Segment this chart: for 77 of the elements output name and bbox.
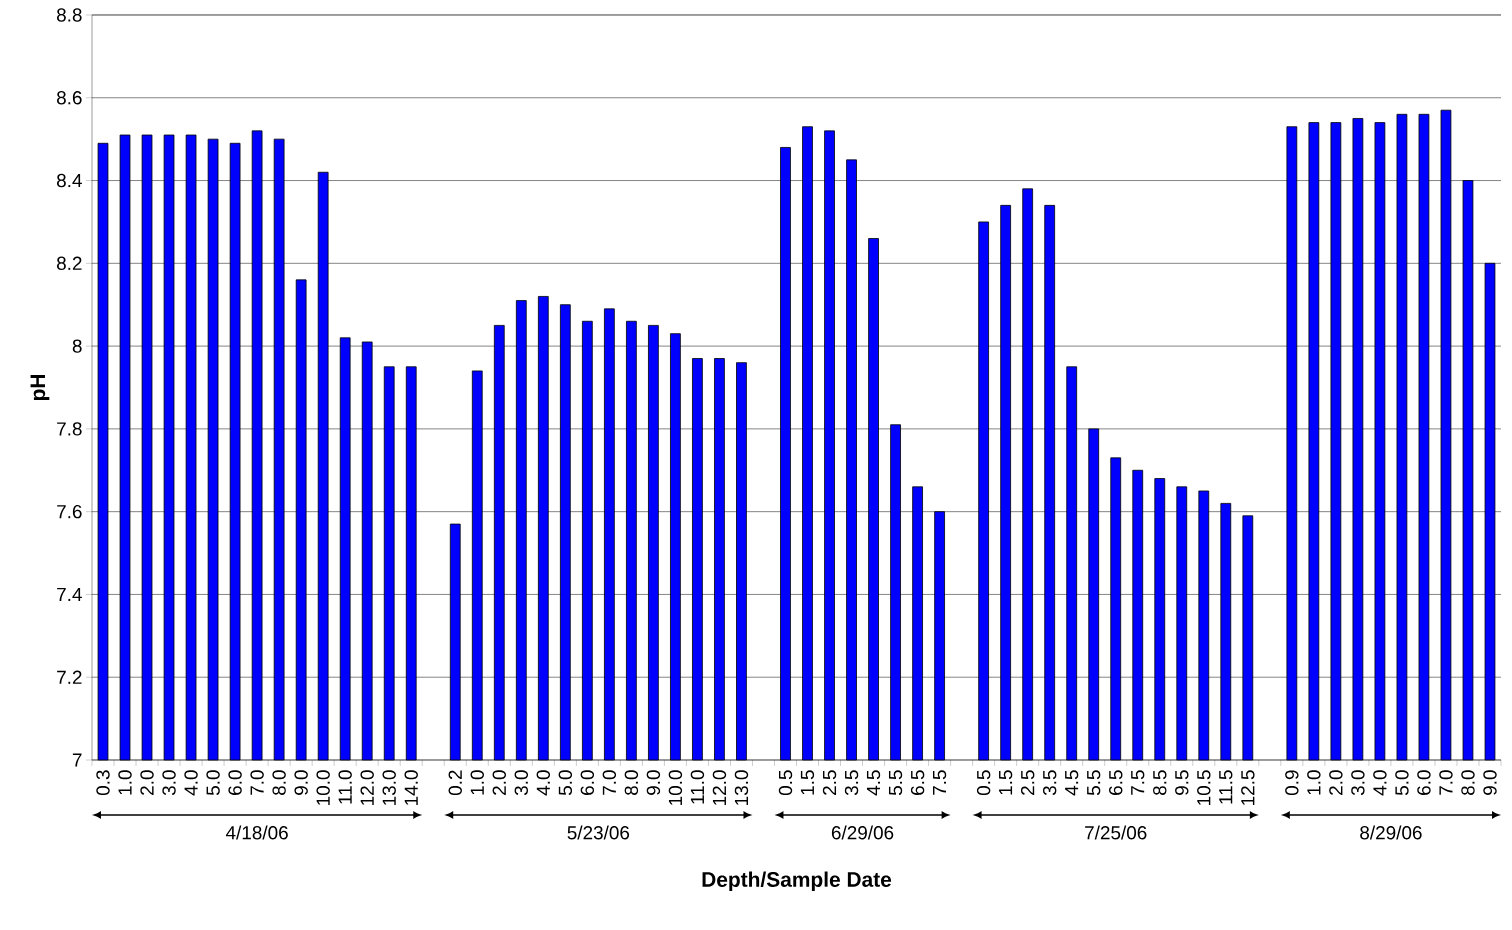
x-tick-label: 7.5 xyxy=(1131,770,1145,795)
x-tick-label: 8.5 xyxy=(1153,770,1167,795)
x-tick-label: 10.0 xyxy=(316,770,330,805)
x-tick-label: 14.0 xyxy=(404,770,418,805)
x-tick-label: 11.0 xyxy=(690,770,705,804)
x-tick-label: 13.0 xyxy=(382,770,396,805)
x-tick-label: 1.0 xyxy=(470,770,484,795)
x-tick-label: 6.0 xyxy=(228,770,242,795)
x-tick-label: 3.0 xyxy=(162,770,176,796)
x-tick-label: 3.0 xyxy=(514,770,529,796)
x-tick-label: 4.0 xyxy=(184,770,198,796)
x-tick-label: 1.0 xyxy=(118,770,132,795)
text: 8/29/06 xyxy=(1360,825,1422,840)
y-tick-label: 7.4 xyxy=(57,587,82,601)
x-tick-label: 6.0 xyxy=(1417,770,1431,795)
x-tick-label: 4.0 xyxy=(536,770,551,796)
x-axis-title: Depth/Sample Date xyxy=(702,871,892,892)
x-tick-label: 3.5 xyxy=(844,770,859,796)
x-tick-label: 10.5 xyxy=(1197,770,1211,805)
y-tick-label: 8.6 xyxy=(56,91,82,105)
x-tick-label: 2.5 xyxy=(822,770,837,795)
x-tick-label: 6.5 xyxy=(1109,770,1123,795)
x-tick-label: 5.0 xyxy=(206,770,220,796)
x-tick-label: 10.0 xyxy=(668,770,683,805)
x-tick-label: 3.0 xyxy=(1351,770,1365,796)
x-tick-label: 6.5 xyxy=(910,770,925,795)
x-tick-label: 1.5 xyxy=(800,770,815,795)
y-tick-label: 8 xyxy=(72,339,82,353)
y-tick-label: 7.2 xyxy=(57,670,82,684)
text: 4/18/06 xyxy=(225,825,288,840)
x-tick-label: 2.0 xyxy=(1329,770,1343,795)
x-tick-label: 12.5 xyxy=(1241,770,1255,805)
x-tick-label: 12.0 xyxy=(360,770,374,805)
y-tick-label: 8.2 xyxy=(56,256,82,271)
x-tick-label: 0.9 xyxy=(1285,770,1299,796)
x-tick-label: 5.5 xyxy=(1087,770,1101,796)
text: 6/29/06 xyxy=(831,825,894,840)
x-tick-label: 7.0 xyxy=(602,770,617,795)
text: 5/23/06 xyxy=(567,825,630,840)
x-tick-label: 0.2 xyxy=(448,770,462,796)
y-tick-label: 7 xyxy=(72,753,82,767)
x-tick-label: 9.5 xyxy=(1175,770,1189,795)
x-tick-label: 7.0 xyxy=(250,770,264,795)
x-tick-label: 8.0 xyxy=(624,770,639,795)
x-tick-label: 5.0 xyxy=(558,770,573,796)
x-tick-label: 0.3 xyxy=(96,770,110,796)
x-tick-label: 4.5 xyxy=(866,770,881,796)
x-tick-label: 3.5 xyxy=(1042,770,1057,796)
y-axis-title: pH xyxy=(30,374,50,401)
x-tick-label: 2.0 xyxy=(492,770,506,795)
x-tick-label: 9.0 xyxy=(294,770,308,795)
x-tick-label: 11.5 xyxy=(1219,770,1233,804)
x-tick-label: 1.5 xyxy=(999,770,1013,795)
x-tick-label: 7.0 xyxy=(1439,770,1453,795)
text: 7/25/06 xyxy=(1085,825,1147,840)
y-tick-label: 8.4 xyxy=(56,173,82,188)
y-tick-label: 8.8 xyxy=(56,8,82,22)
x-tick-label: 9.0 xyxy=(646,770,661,795)
x-tick-label: 4.0 xyxy=(1373,770,1387,796)
x-tick-label: 0.5 xyxy=(778,770,793,796)
x-tick-label: 5.0 xyxy=(1395,770,1409,796)
x-tick-label: 12.0 xyxy=(712,770,727,805)
x-tick-label: 2.5 xyxy=(1020,770,1035,795)
x-tick-label: 4.5 xyxy=(1065,770,1079,796)
x-tick-label: 6.0 xyxy=(580,770,595,795)
y-tick-label: 7.8 xyxy=(57,422,82,436)
x-tick-label: 0.5 xyxy=(976,770,991,796)
x-tick-label: 8.0 xyxy=(1461,770,1475,795)
x-tick-label: 2.0 xyxy=(140,770,154,795)
x-tick-label: 1.0 xyxy=(1307,770,1321,795)
x-tick-label: 5.5 xyxy=(888,770,903,796)
x-tick-label: 7.5 xyxy=(933,770,947,795)
x-tick-label: 11.0 xyxy=(338,770,352,804)
y-tick-label: 7.6 xyxy=(57,504,82,519)
x-tick-label: 9.0 xyxy=(1483,770,1497,795)
x-tick-label: 13.0 xyxy=(734,770,749,805)
x-tick-label: 8.0 xyxy=(272,770,286,795)
